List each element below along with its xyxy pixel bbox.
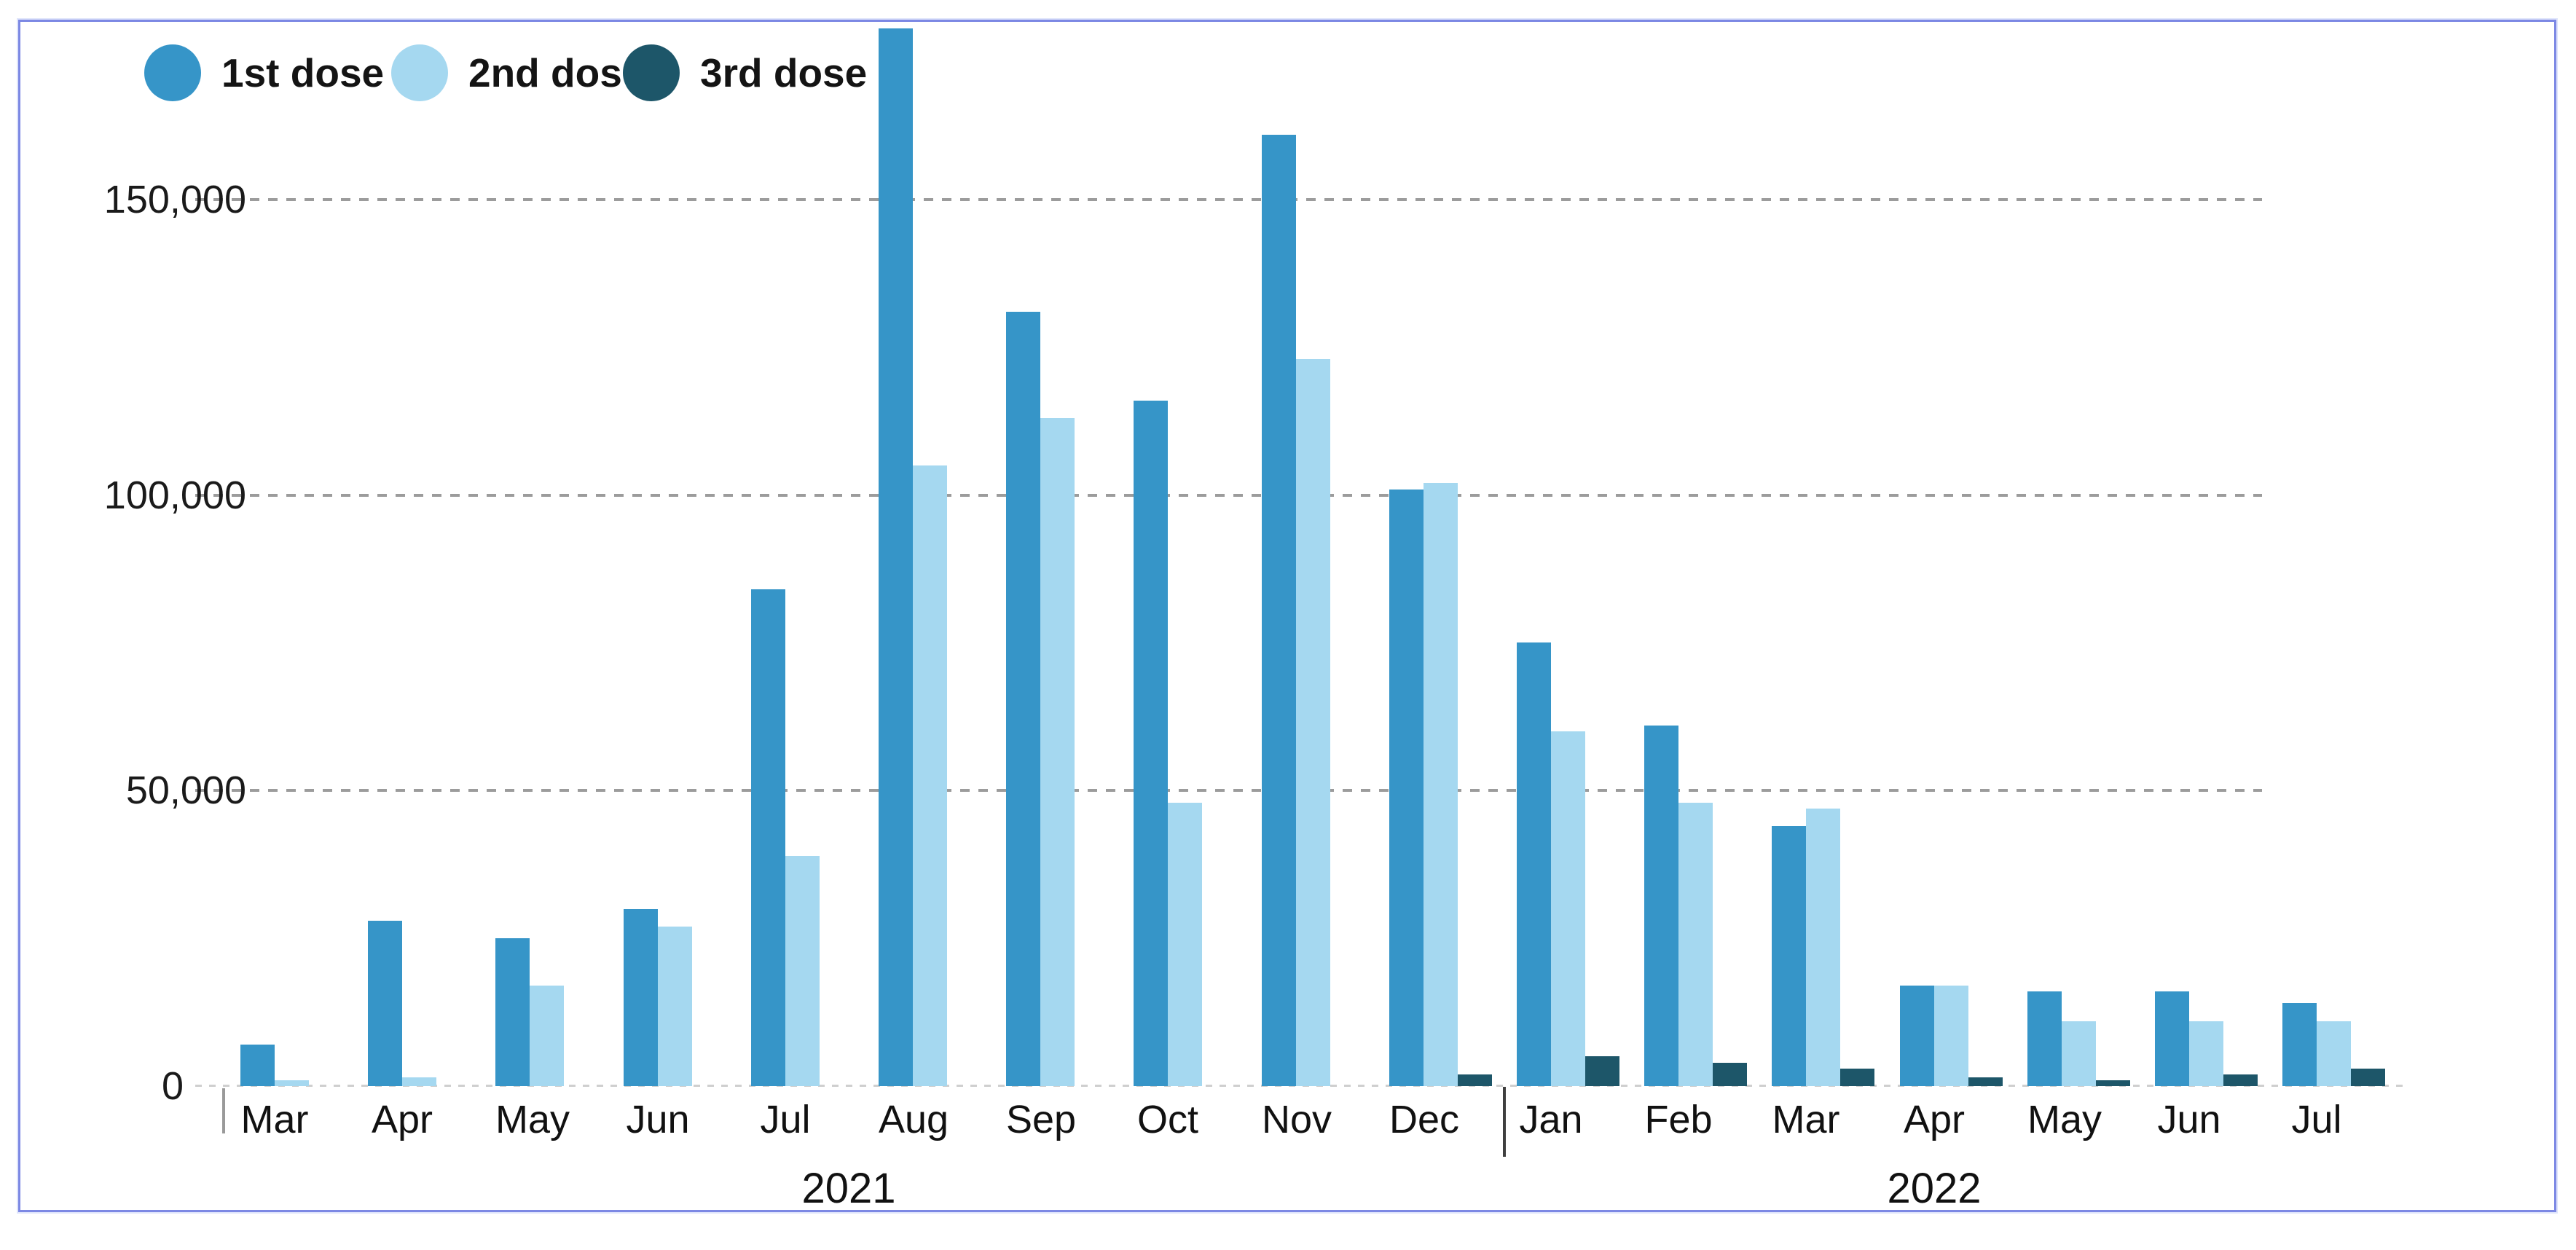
bar-mar-2021-dose2 [275,1080,309,1086]
bar-apr-2022-dose2 [1934,986,1968,1086]
x-tick-label-apr-2022: Apr [1903,1098,1966,1141]
y-tick-label-0: 0 [161,1064,184,1108]
bar-apr-2022-dose3 [1968,1077,2003,1086]
x-tick-label-apr-2021: Apr [371,1098,433,1141]
legend-item-1st-dose: 1st dose [144,42,384,103]
bar-may-2021-dose1 [495,938,530,1086]
legend-label-2nd-dose: 2nd dose [468,50,645,95]
bar-nov-2021-dose2 [1296,359,1330,1086]
bar-jan-2022-dose2 [1551,731,1585,1086]
bar-feb-2022-dose1 [1644,726,1678,1086]
x-tick-label-nov-2021: Nov [1262,1098,1332,1141]
bar-dec-2021-dose3 [1458,1074,1492,1086]
bar-aug-2021-dose2 [913,465,947,1086]
axis-origin-tick [222,1088,225,1133]
bar-jan-2022-dose1 [1517,642,1551,1086]
bar-jun-2021-dose2 [658,927,692,1086]
bar-aug-2021-dose1 [879,28,913,1086]
bar-oct-2021-dose1 [1134,401,1168,1086]
bar-jul-2022-dose2 [2317,1021,2351,1086]
bar-oct-2021-dose2 [1168,803,1202,1086]
bar-jul-2021-dose1 [751,589,785,1086]
bar-may-2022-dose2 [2062,1021,2096,1086]
gridline-100000 [195,494,2262,497]
bar-apr-2021-dose2 [402,1077,436,1086]
x-tick-label-may-2021: May [495,1098,570,1141]
x-tick-label-feb-2022: Feb [1644,1098,1713,1141]
bar-jul-2021-dose2 [785,856,820,1086]
year-separator-tick [1503,1087,1506,1157]
bar-jul-2022-dose1 [2282,1003,2317,1086]
legend-dot-3rd-dose-icon [623,44,680,101]
bar-feb-2022-dose2 [1678,803,1713,1086]
x-tick-label-mar-2022: Mar [1772,1098,1840,1141]
x-tick-label-dec-2021: Dec [1389,1098,1460,1141]
x-tick-label-jun-2022: Jun [2157,1098,2221,1141]
legend-item-2nd-dose: 2nd dose [391,42,644,103]
bar-nov-2021-dose1 [1262,135,1296,1086]
legend-dot-2nd-dose-icon [391,44,448,101]
y-tick-label-150000: 150,000 [103,178,246,221]
legend-label-1st-dose: 1st dose [221,50,385,95]
x-tick-label-mar-2021: Mar [240,1098,309,1141]
year-label-2021: 2021 [801,1165,896,1212]
bar-mar-2022-dose2 [1806,809,1840,1086]
x-tick-label-jul-2022: Jul [2291,1098,2342,1141]
y-tick-label-100000: 100,000 [103,473,246,517]
bar-jul-2022-dose3 [2351,1069,2385,1086]
x-tick-label-oct-2021: Oct [1136,1098,1198,1141]
bar-may-2022-dose1 [2027,991,2062,1086]
bar-sep-2021-dose2 [1040,418,1075,1086]
x-tick-label-jul-2021: Jul [760,1098,811,1141]
gridline-50000 [195,789,2262,792]
bar-jun-2022-dose3 [2223,1074,2258,1086]
x-tick-label-may-2022: May [2027,1098,2102,1141]
legend-item-3rd-dose: 3rd dose [623,42,867,103]
x-tick-label-sep-2021: Sep [1006,1098,1077,1141]
bar-dec-2021-dose1 [1389,490,1424,1086]
bar-apr-2022-dose1 [1900,986,1934,1086]
x-tick-label-aug-2021: Aug [879,1098,949,1141]
bar-feb-2022-dose3 [1713,1063,1747,1086]
gridline-150000 [195,198,2262,201]
bar-mar-2021-dose1 [240,1045,275,1086]
bar-mar-2022-dose3 [1840,1069,1874,1086]
y-tick-label-50000: 50,000 [125,769,246,812]
x-tick-label-jun-2021: Jun [626,1098,690,1141]
bar-dec-2021-dose2 [1424,483,1458,1086]
bar-may-2021-dose2 [530,986,564,1086]
legend-label-3rd-dose: 3rd dose [700,50,868,95]
bar-jun-2021-dose1 [624,909,658,1086]
bar-jun-2022-dose1 [2155,991,2189,1086]
bar-mar-2022-dose1 [1772,826,1806,1086]
bar-apr-2021-dose1 [368,921,402,1086]
legend-dot-1st-dose-icon [144,44,201,101]
bar-jun-2022-dose2 [2189,1021,2223,1086]
year-label-2022: 2022 [1887,1165,1982,1212]
bar-sep-2021-dose1 [1006,312,1040,1086]
bar-may-2022-dose3 [2096,1080,2130,1086]
bar-jan-2022-dose3 [1585,1056,1619,1086]
x-tick-label-jan-2022: Jan [1519,1098,1583,1141]
